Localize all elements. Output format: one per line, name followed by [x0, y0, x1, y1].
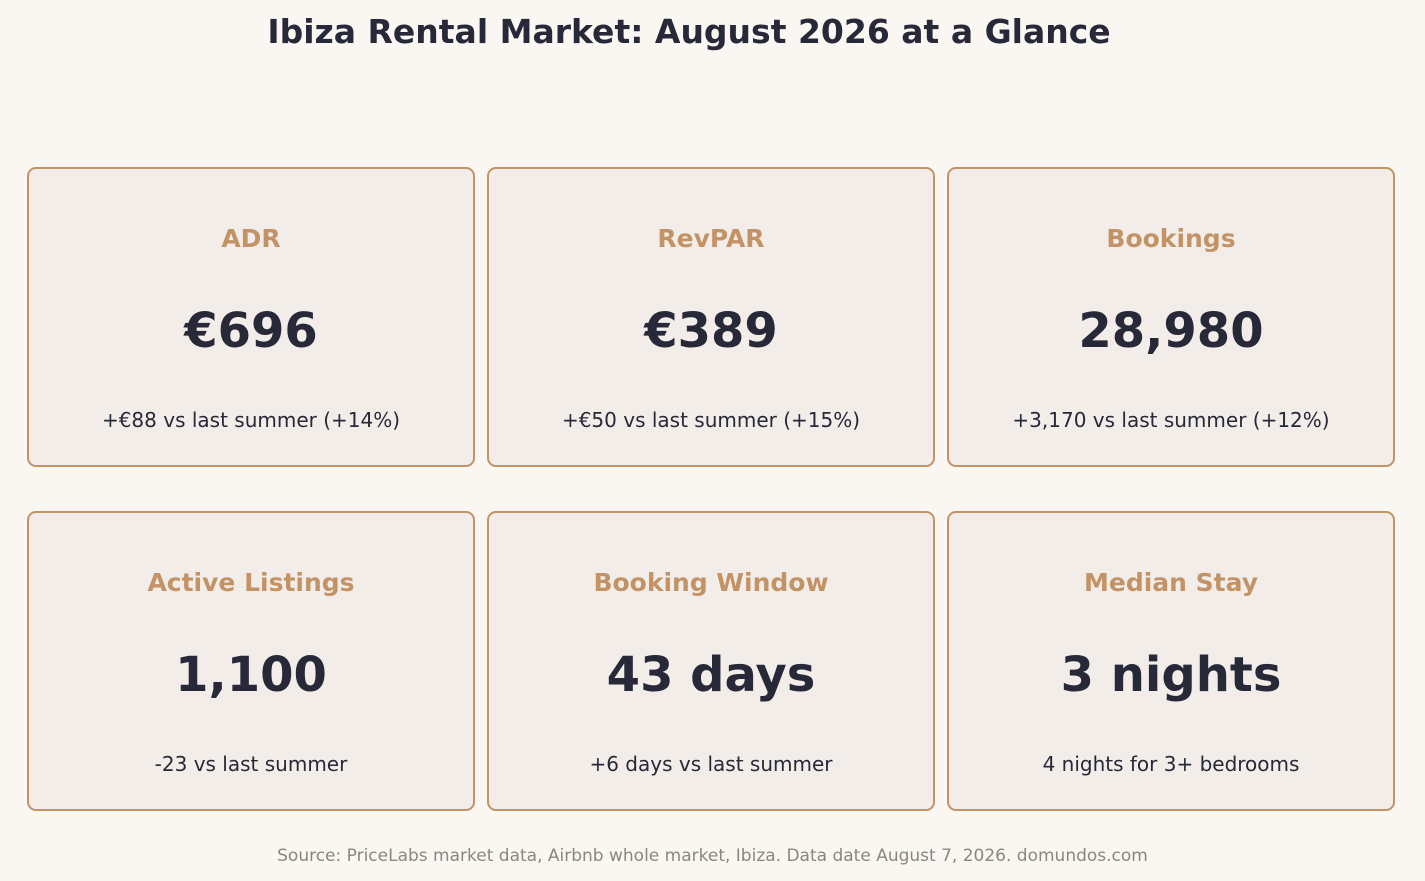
kpi-value: 43 days: [606, 647, 816, 703]
page-title: Ibiza Rental Market: August 2026 at a Gl…: [267, 12, 1111, 51]
kpi-delta: 4 nights for 3+ bedrooms: [1042, 752, 1300, 776]
kpi-label: Bookings: [1106, 224, 1236, 253]
kpi-label: Booking Window: [593, 568, 829, 597]
kpi-card-bookings: Bookings 28,980 +3,170 vs last summer (+…: [947, 167, 1395, 467]
kpi-delta: +3,170 vs last summer (+12%): [1012, 408, 1330, 432]
kpi-value: 28,980: [1078, 303, 1264, 359]
kpi-card-revpar: RevPAR €389 +€50 vs last summer (+15%): [487, 167, 935, 467]
kpi-value: 3 nights: [1060, 647, 1282, 703]
kpi-value: 1,100: [175, 647, 327, 703]
kpi-label: Median Stay: [1083, 568, 1259, 597]
kpi-card-median-stay: Median Stay 3 nights 4 nights for 3+ bed…: [947, 511, 1395, 811]
kpi-card-booking-window: Booking Window 43 days +6 days vs last s…: [487, 511, 935, 811]
kpi-delta: +€88 vs last summer (+14%): [101, 408, 401, 432]
kpi-value: €389: [644, 303, 778, 359]
source-note: Source: PriceLabs market data, Airbnb wh…: [277, 846, 1148, 866]
kpi-delta: +6 days vs last summer: [589, 752, 833, 776]
kpi-label: RevPAR: [657, 224, 765, 253]
kpi-delta: +€50 vs last summer (+15%): [561, 408, 861, 432]
kpi-delta: -23 vs last summer: [154, 752, 348, 776]
kpi-label: ADR: [221, 224, 281, 253]
kpi-label: Active Listings: [147, 568, 355, 597]
kpi-card-adr: ADR €696 +€88 vs last summer (+14%): [27, 167, 475, 467]
kpi-card-active-listings: Active Listings 1,100 -23 vs last summer: [27, 511, 475, 811]
kpi-value: €696: [184, 303, 318, 359]
